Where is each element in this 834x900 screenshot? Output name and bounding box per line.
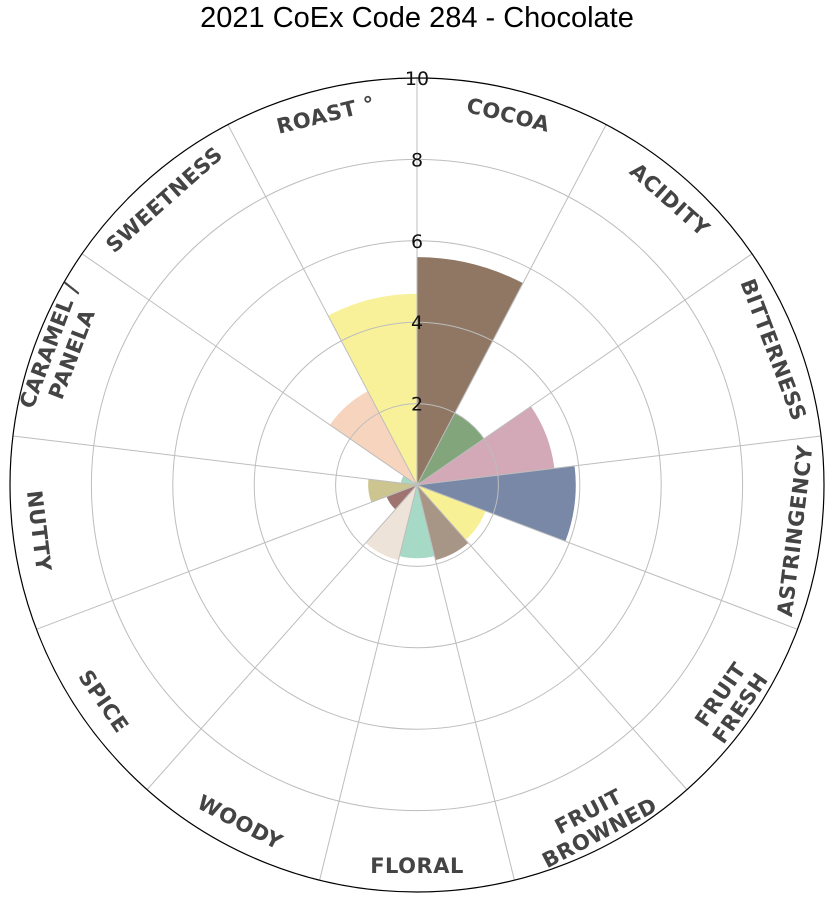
label-bitterness: BITTERNESS (735, 276, 811, 424)
label-sweetness: SWEETNESS (101, 142, 227, 257)
svg-text:SWEETNESS: SWEETNESS (101, 142, 227, 257)
svg-text:SPICE: SPICE (74, 666, 134, 738)
label-astringency: ASTRINGENCY (773, 444, 818, 618)
label-woody: WOODY (193, 790, 286, 854)
tick-label: 4 (411, 312, 423, 334)
chart-title: 2021 CoEx Code 284 - Chocolate (200, 2, 634, 34)
svg-text:BITTERNESS: BITTERNESS (735, 276, 811, 424)
grid-spoke (416, 124, 607, 486)
grid-spoke (146, 484, 418, 790)
bar-roast (328, 293, 417, 485)
bar-cocoa (417, 257, 523, 485)
label-floral: FLORAL (370, 854, 464, 878)
tick-label: 6 (411, 231, 423, 253)
bar-fresh-fruit (417, 485, 486, 540)
bar-sweetness (329, 391, 417, 485)
label-spice: SPICE (74, 666, 134, 738)
svg-text:NUTTY: NUTTY (22, 489, 56, 573)
bar-woody (365, 485, 417, 561)
grid-spoke (12, 435, 418, 486)
tick-label: 8 (411, 149, 423, 171)
tick-label: 10 (405, 68, 429, 90)
grid-spoke (416, 484, 688, 790)
label-cocoa: COCOA (464, 93, 552, 137)
svg-text:COCOA: COCOA (464, 93, 552, 137)
label-caramel-panela: CARAMEL /PANELA (15, 280, 100, 412)
grid-spoke (416, 484, 798, 630)
label-nutty: NUTTY (22, 489, 56, 573)
grid-spoke (81, 253, 418, 486)
bar-floral (399, 485, 435, 559)
bar-spice (386, 485, 417, 510)
bar-acidity (417, 412, 484, 485)
bar-bitterness (417, 406, 555, 485)
outer-ring (9, 77, 825, 893)
chart-bars (328, 257, 576, 561)
radial-ticks: 2 4 6 8 10 (405, 68, 429, 416)
svg-text:ACIDITY: ACIDITY (625, 158, 714, 241)
grid-spoke (416, 253, 753, 486)
label-acidity: ACIDITY (625, 158, 714, 241)
bar-browned-fruit (417, 485, 469, 561)
grid-spoke (319, 484, 418, 881)
bar-nutty (368, 479, 417, 503)
grid-spoke (227, 124, 418, 486)
svg-text:WOODY: WOODY (193, 790, 286, 854)
svg-text:ASTRINGENCY: ASTRINGENCY (773, 444, 818, 618)
grid-spoke (416, 484, 515, 881)
svg-text:FLORAL: FLORAL (370, 854, 464, 878)
chart-grid (12, 78, 822, 881)
tick-label: 2 (411, 394, 423, 416)
grid-spoke (416, 435, 822, 486)
grid-spoke (36, 484, 418, 630)
